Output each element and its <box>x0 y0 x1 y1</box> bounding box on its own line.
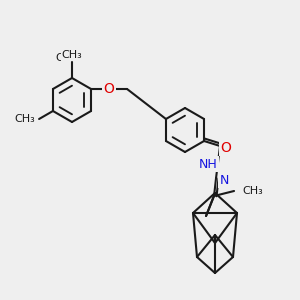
Text: N: N <box>219 173 229 187</box>
Text: CH₃: CH₃ <box>242 186 263 196</box>
Text: CH₃: CH₃ <box>56 53 76 63</box>
Text: O: O <box>103 82 115 96</box>
Text: O: O <box>220 141 232 155</box>
Text: NH: NH <box>199 158 218 170</box>
Text: CH₃: CH₃ <box>61 50 82 60</box>
Text: CH₃: CH₃ <box>14 114 35 124</box>
